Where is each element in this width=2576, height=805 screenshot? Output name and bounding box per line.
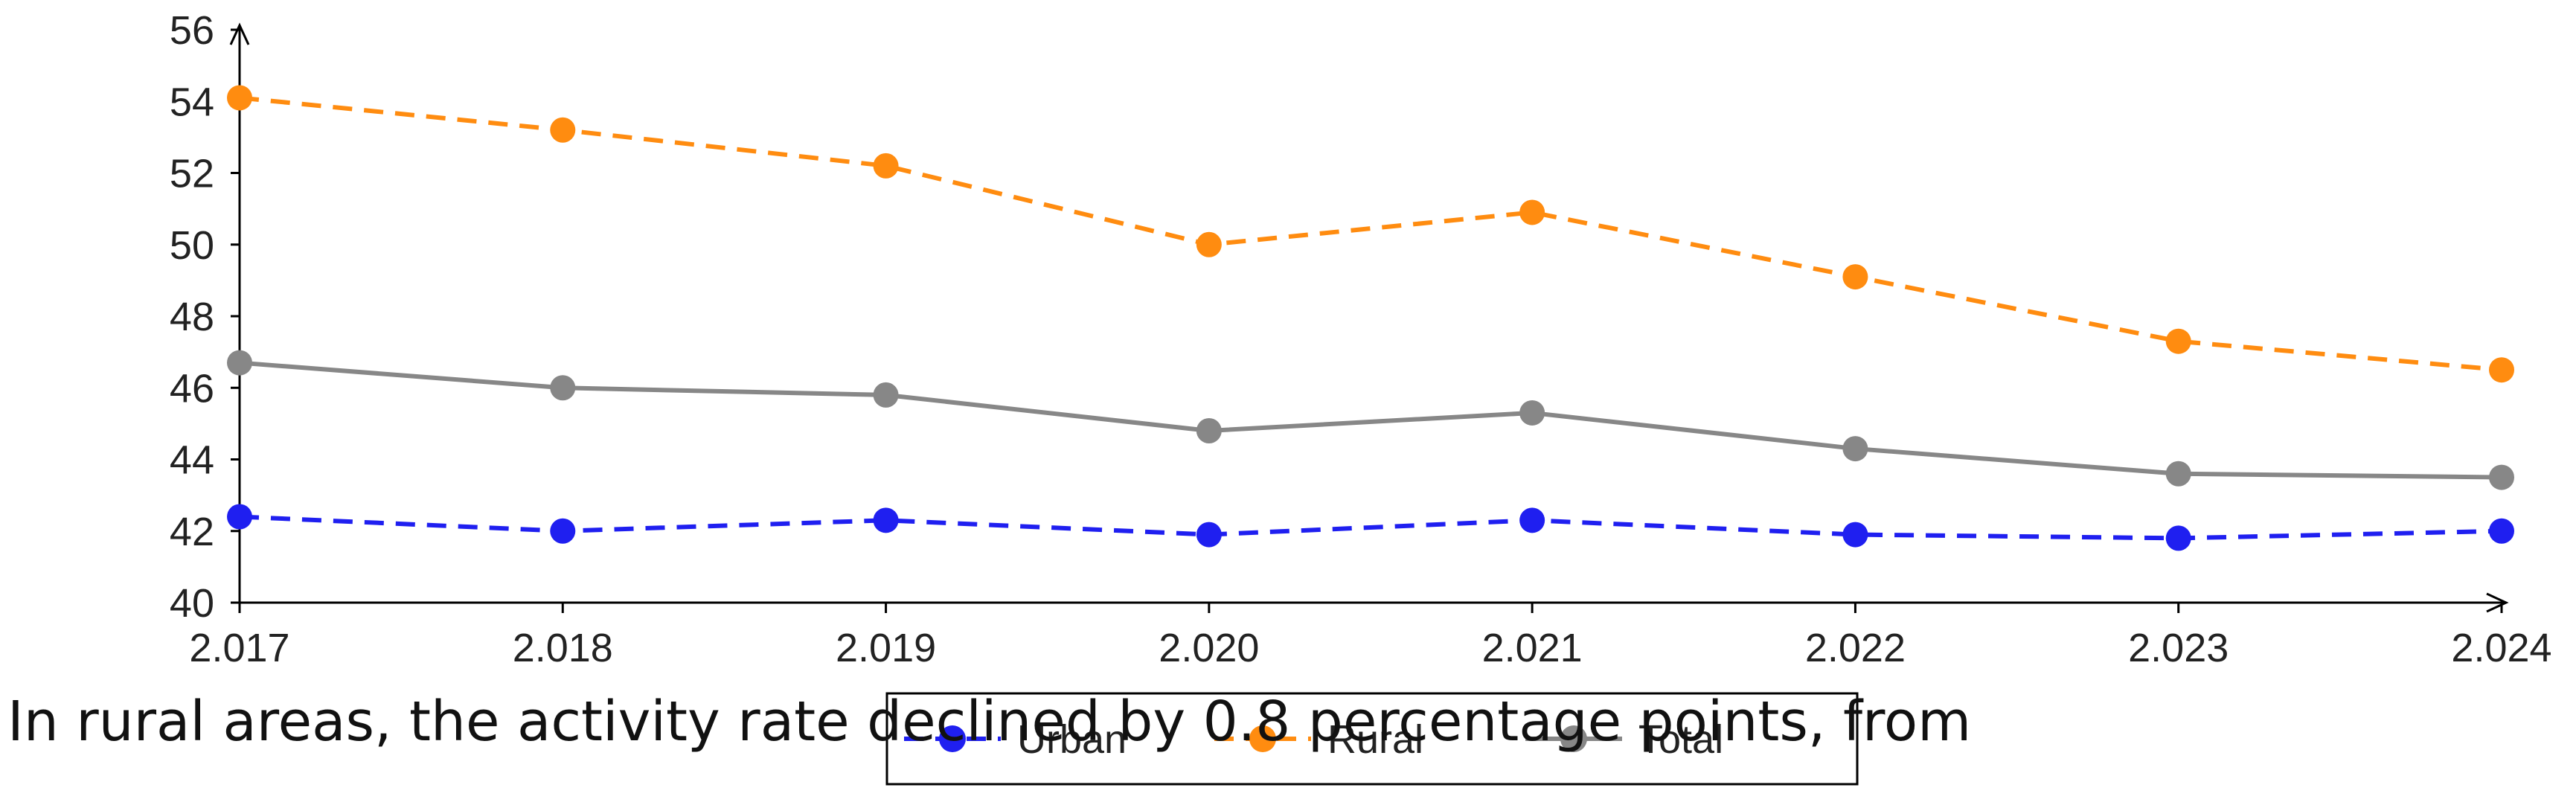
x-tick-label: 2.017 [189, 626, 289, 670]
data-point-total [1196, 418, 1222, 443]
data-point-rural [1519, 199, 1545, 225]
series-rural [227, 85, 2514, 383]
series-line-total [239, 360, 2502, 480]
legend-items: Urban Rural Total [904, 717, 1723, 762]
legend-item-total: Total [1525, 717, 1723, 762]
series-total [227, 350, 2514, 490]
legend-marker [939, 725, 966, 752]
data-point-total [2489, 464, 2514, 490]
y-tick-label: 48 [170, 295, 214, 339]
series-line-rural [239, 95, 2502, 373]
data-point-rural [873, 153, 899, 179]
legend-label: Total [1638, 717, 1723, 762]
x-tick-label: 2.019 [836, 626, 936, 670]
x-tick-label: 2.021 [1482, 626, 1583, 670]
y-tick-label: 52 [170, 152, 214, 196]
y-tick-label: 54 [170, 80, 214, 124]
data-point-rural [550, 117, 576, 143]
data-point-rural [2165, 328, 2191, 354]
x-tick-label: 2.023 [2128, 626, 2229, 670]
legend-label: Rural [1327, 717, 1423, 762]
data-point-total [873, 382, 899, 408]
data-point-urban [1519, 507, 1545, 533]
y-tick-label: 42 [170, 510, 214, 554]
data-point-rural [2489, 357, 2514, 383]
x-tick-label: 2.022 [1805, 626, 1906, 670]
x-tick-label: 2.024 [2451, 626, 2551, 670]
legend-item-urban: Urban [904, 717, 1127, 762]
data-point-total [1842, 436, 1868, 462]
data-point-rural [1196, 231, 1222, 257]
data-point-rural [1842, 264, 1868, 290]
legend-item-rural: Rural [1214, 717, 1423, 762]
legend-box [885, 692, 1859, 786]
x-axis-arrow [2486, 592, 2509, 613]
data-point-rural [227, 85, 252, 111]
data-point-urban [1842, 522, 1868, 548]
y-tick-label: 46 [170, 366, 214, 411]
data-point-total [227, 350, 252, 376]
legend: Urban Rural Total [885, 692, 1859, 786]
data-point-urban [2165, 525, 2191, 551]
data-point-total [2165, 461, 2191, 487]
y-tick-label: 40 [170, 581, 214, 626]
series-line-urban [239, 514, 2502, 541]
data-point-urban [873, 507, 899, 533]
y-tick-label: 50 [170, 223, 214, 268]
series-urban [227, 504, 2514, 551]
series-layer [227, 85, 2514, 551]
x-tick-label: 2.020 [1159, 626, 1259, 670]
data-point-urban [1196, 522, 1222, 548]
y-tick-label: 44 [170, 438, 214, 483]
data-point-total [550, 375, 576, 401]
y-tick-label: 56 [170, 8, 214, 53]
legend-label: Urban [1017, 717, 1127, 762]
chart-axes: 40 42 44 46 48 50 52 54 56 2.017 2.018 2.019 2.020 2.… [170, 8, 2552, 670]
legend-marker [1249, 725, 1276, 752]
caption-text: In rural areas, the activity rate declin… [7, 690, 1971, 754]
legend-marker [1560, 725, 1587, 752]
data-point-urban [550, 518, 576, 544]
data-point-total [1519, 400, 1545, 426]
data-point-urban [2489, 518, 2514, 544]
x-tick-label: 2.018 [513, 626, 613, 670]
data-point-urban [227, 504, 252, 530]
y-axis-arrow [229, 22, 250, 45]
